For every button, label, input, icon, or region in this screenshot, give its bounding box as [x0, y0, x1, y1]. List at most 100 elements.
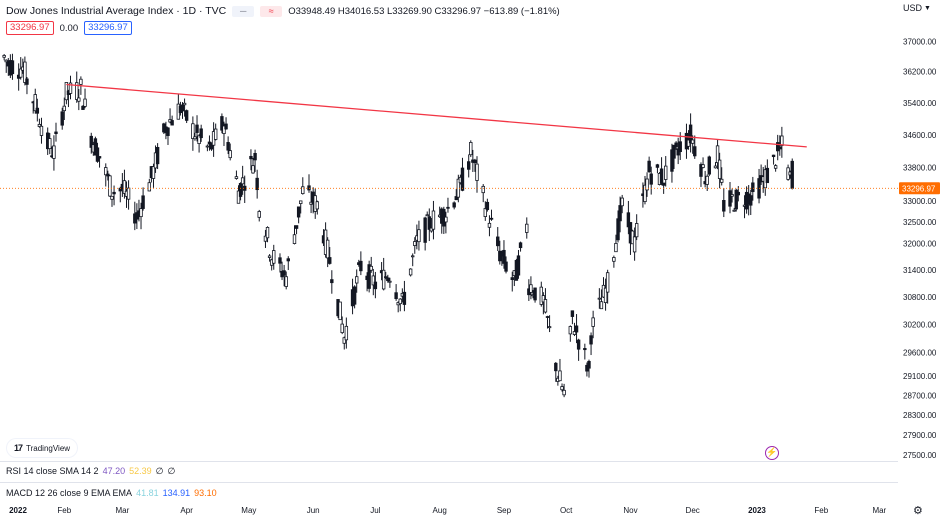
candle-body [191, 123, 195, 139]
candle-body [54, 131, 58, 135]
time-tick-label: Jun [306, 506, 320, 515]
candle-body [184, 110, 189, 121]
candle-body [780, 135, 784, 146]
candle-body [108, 175, 112, 197]
candle-body [155, 147, 160, 165]
currency-selector[interactable]: USD ▼ [903, 3, 931, 13]
candle-body [475, 163, 479, 181]
candle-body [502, 249, 506, 264]
candle-body [560, 386, 564, 391]
candle-body [220, 116, 224, 131]
candle-body [568, 326, 573, 335]
candle-body [525, 223, 529, 233]
candle-body [122, 180, 127, 194]
macd-label: MACD 12 26 close 9 EMA EMA [6, 488, 133, 498]
candle-body [253, 152, 257, 161]
candle-body [33, 94, 37, 112]
candle-body [529, 284, 533, 293]
sell-price-box[interactable]: 33296.97 [6, 21, 54, 35]
price-tick-label: 31400.00 [903, 266, 937, 275]
candle-body [23, 61, 27, 83]
candle-body [751, 182, 755, 193]
candle-body [37, 123, 42, 127]
candle-body [547, 326, 552, 329]
wave-icon[interactable]: ≈ [260, 5, 283, 17]
time-tick-label: Feb [57, 506, 72, 515]
candle-body [543, 299, 548, 313]
candle-body [664, 165, 668, 180]
candle-body [381, 269, 386, 290]
candle-body [467, 161, 471, 170]
candle-body [89, 135, 93, 148]
current-price-tag [899, 182, 940, 195]
candle-body [60, 111, 64, 126]
candle-body [605, 272, 610, 293]
candle-body [496, 236, 500, 247]
candle-body [454, 196, 458, 201]
candle-body [558, 370, 562, 382]
compare-icon[interactable]: ─ [232, 5, 255, 17]
candle-body [705, 175, 709, 185]
rsi-legend[interactable]: RSI 14 close SMA 14 2 47.20 52.39 ∅ ∅ [6, 466, 175, 477]
candle-body [195, 124, 199, 133]
price-tick-label: 35400.00 [903, 99, 937, 108]
price-tick-label: 28700.00 [903, 391, 937, 400]
candle-body [77, 97, 81, 102]
candle-body [325, 239, 330, 259]
candle-body [722, 200, 726, 212]
candle-body [446, 206, 450, 209]
candle-body [425, 214, 429, 217]
candle-body [713, 165, 718, 169]
price-tick-label: 32000.00 [903, 240, 937, 249]
candle-body [340, 323, 344, 334]
candle-body [286, 258, 290, 262]
candle-body [518, 242, 523, 249]
candle-body [299, 200, 303, 204]
symbol-legend[interactable]: Dow Jones Industrial Average Index · 1D … [6, 5, 560, 17]
candle-body [238, 182, 243, 197]
candle-body [473, 159, 477, 164]
candle-body [81, 105, 85, 110]
candle-body [749, 195, 753, 206]
price-axis: 37000.00 36200.00 35400.00 34600.00 33800.00… [899, 37, 940, 460]
candle-body [52, 145, 56, 159]
rsi-value: 47.20 [102, 466, 126, 476]
candle-body [732, 209, 736, 212]
candle-body [510, 277, 514, 280]
time-tick-label: Nov [623, 506, 638, 515]
candle-body [68, 82, 73, 94]
lightning-icon[interactable]: ⚡ [765, 446, 779, 460]
symbol-title[interactable]: Dow Jones Industrial Average Index · 1D … [6, 5, 227, 17]
candle-body [367, 264, 371, 289]
time-axis[interactable]: 2022 Feb Mar Apr May Jun Jul Aug Sep Oct Nov Dec 202… [0, 504, 898, 518]
candle-body [717, 159, 722, 179]
pane-divider-macd[interactable] [0, 482, 898, 483]
candle-body [765, 167, 770, 184]
candle-body [292, 234, 297, 244]
price-tick-label: 33000.00 [903, 197, 937, 206]
candle-body [359, 260, 363, 272]
candle-body [386, 277, 390, 282]
candle-body [39, 125, 44, 136]
gear-icon[interactable]: ⚙ [913, 505, 923, 517]
rsi-extra-1: ∅ [155, 466, 164, 476]
candle-body [504, 261, 508, 272]
currency-label[interactable]: USD [903, 3, 923, 13]
macd-legend[interactable]: MACD 12 26 close 9 EMA EMA 41.81 134.91 … [6, 488, 217, 498]
candle-body [616, 218, 620, 241]
candle-body [328, 257, 332, 264]
ohlc-values: O33948.49 H34016.53 L33269.90 C33296.97 … [288, 5, 560, 17]
candle-body [655, 164, 660, 168]
candle-body [728, 190, 732, 207]
price-tick-label: 27900.00 [903, 431, 937, 440]
candle-body [583, 348, 587, 351]
current-price-tag-label: 33296.97 [902, 184, 936, 193]
price-tick-label: 29100.00 [903, 372, 937, 381]
pane-divider-rsi[interactable] [0, 461, 898, 462]
buy-price-box[interactable]: 33296.97 [84, 21, 132, 35]
price-tick-label: 27500.00 [903, 451, 937, 460]
candle-body [554, 362, 558, 372]
tradingview-logo[interactable]: 17 TradingView [7, 439, 78, 457]
